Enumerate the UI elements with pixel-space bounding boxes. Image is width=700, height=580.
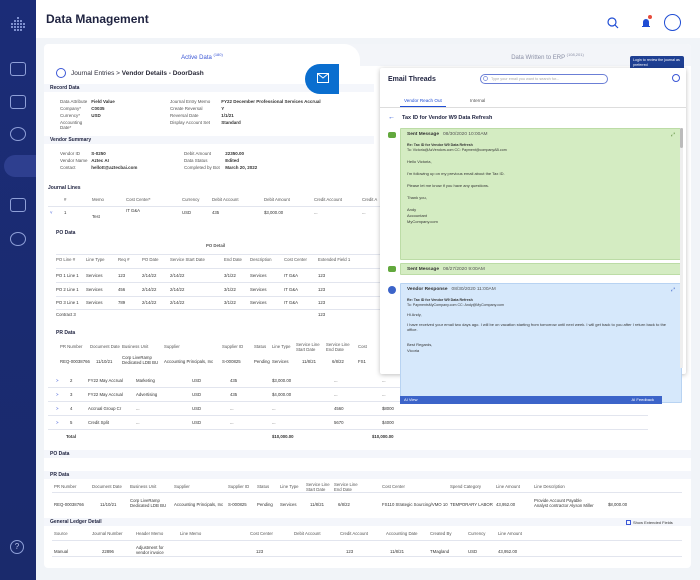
- sidebar-check-icon[interactable]: [10, 127, 26, 141]
- help-icon[interactable]: ?: [10, 540, 24, 554]
- record-kv: Data Attribute Field Value: [60, 99, 115, 104]
- top-bar: Data Management: [36, 0, 700, 38]
- panel-pin-icon[interactable]: [672, 74, 680, 82]
- vendor-response-message[interactable]: Vendor Response 08/30/2020 11:00AM Re: Ta…: [400, 283, 682, 403]
- email-threads-toggle-button[interactable]: [305, 64, 339, 94]
- row-expand-chevron-icon[interactable]: ˅: [50, 210, 53, 215]
- row-expand-icon[interactable]: >: [56, 378, 59, 383]
- vendor-summary-bar[interactable]: [44, 136, 374, 144]
- tab-internal[interactable]: Internal: [470, 98, 486, 103]
- email-tabs: Vendor Reach Out Internal: [380, 96, 686, 108]
- pr-data-inner-heading: PR Data: [56, 330, 76, 336]
- thread-back-arrow-icon[interactable]: ←: [388, 114, 395, 121]
- row-expand-icon[interactable]: >: [56, 406, 59, 411]
- bell-icon[interactable]: [640, 17, 652, 29]
- search-icon[interactable]: [607, 17, 619, 29]
- vendor-avatar-icon: [388, 286, 396, 294]
- email-search-input[interactable]: Type your email you want to search for..…: [480, 74, 608, 84]
- app-logo-icon[interactable]: [9, 16, 27, 34]
- bot-icon: [388, 266, 396, 272]
- show-extended-fields-label: Show Extended Fields: [633, 520, 673, 525]
- email-search-icon: [483, 76, 488, 81]
- tab-vendor-reach-out[interactable]: Vendor Reach Out: [400, 96, 446, 107]
- ai-view-bar[interactable]: AI View AI Feedback: [400, 396, 662, 404]
- gl-detail-table: Source Journal Number Header Memo Line M…: [54, 531, 522, 555]
- po-data-collapsed-heading: PO Data: [50, 451, 70, 457]
- ai-feedback-label[interactable]: AI Feedback: [631, 397, 654, 402]
- panel-scrollbar-thumb[interactable]: [680, 128, 683, 148]
- record-data-bar[interactable]: [44, 84, 374, 92]
- sidebar-item-active[interactable]: [4, 155, 36, 177]
- sidebar-settings-icon[interactable]: [10, 232, 26, 246]
- expand-icon[interactable]: ⤢: [670, 132, 675, 138]
- pr-data-inner-table: PR Number Document Date Business Unit Su…: [60, 342, 367, 365]
- journal-lines-more: > 2 FY22 May Accrual Marketing USD 435 $…: [56, 378, 394, 439]
- sent-message-2[interactable]: Sent Message 08/27/2020 9:00AM: [400, 263, 682, 275]
- thread-title: Tax ID for Vendor W9 Data Refresh: [402, 115, 493, 121]
- record-data-heading: Record Data: [50, 85, 80, 91]
- pr-data-table: PR Number Document Date Business Unit Su…: [54, 482, 628, 508]
- vendor-summary-heading: Vendor Summary: [50, 137, 92, 143]
- tab-bar: Active Data (180) Data Written to ERP (1…: [44, 44, 691, 66]
- journal-lines-table: # Memo Cost Center* Currency Debit Accou…: [50, 197, 378, 219]
- back-button[interactable]: [56, 68, 66, 78]
- breadcrumb-current: Vendor Details - DoorDash: [121, 70, 204, 77]
- row-expand-icon[interactable]: >: [56, 392, 59, 397]
- sidebar-home-icon[interactable]: [10, 62, 26, 76]
- pr-data-heading: PR Data: [50, 472, 70, 478]
- tab-active-data[interactable]: Active Data (180): [44, 44, 360, 66]
- sidebar-grid-icon[interactable]: [10, 198, 26, 212]
- journal-lines-heading: Journal Lines: [48, 185, 81, 191]
- po-data-heading: PO Data: [56, 230, 76, 236]
- sidebar-report-icon[interactable]: [10, 95, 26, 109]
- ai-view-label[interactable]: AI View: [404, 397, 418, 402]
- pr-data-bar[interactable]: [44, 471, 691, 479]
- sent-message-1[interactable]: Sent Message 08/30/2020 10:00AM Re: Tax I…: [400, 128, 682, 260]
- panel-scrollbar[interactable]: [680, 128, 683, 368]
- email-threads-panel: Email Threads Type your email you want t…: [380, 68, 686, 404]
- po-data-table: PO Detail PO Line # Line Type Req # PO D…: [56, 243, 351, 317]
- mail-icon: [317, 73, 329, 83]
- expand-icon[interactable]: ⤢: [670, 287, 675, 293]
- sidebar: ?: [0, 0, 36, 580]
- row-expand-icon[interactable]: >: [56, 420, 59, 425]
- tab-data-written-to-erp[interactable]: Data Written to ERP (108,201): [511, 52, 584, 61]
- breadcrumb: Journal Entries > Vendor Details - DoorD…: [71, 70, 204, 77]
- avatar[interactable]: [664, 14, 681, 31]
- bot-icon: [388, 132, 396, 138]
- show-extended-fields-checkbox[interactable]: [626, 520, 631, 525]
- po-data-collapsed-bar[interactable]: [44, 450, 691, 458]
- notification-dot: [648, 15, 652, 19]
- page-title: Data Management: [46, 12, 149, 26]
- breadcrumb-parent[interactable]: Journal Entries: [71, 70, 115, 77]
- gl-detail-heading: General Ledger Detail: [50, 519, 102, 525]
- gl-detail-bar[interactable]: [44, 518, 691, 526]
- email-threads-title: Email Threads: [388, 76, 436, 83]
